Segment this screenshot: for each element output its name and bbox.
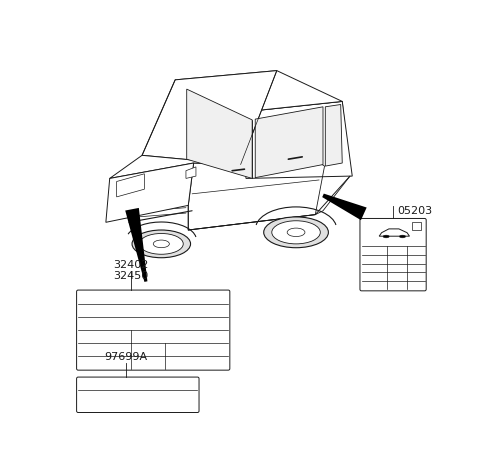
Text: 05203: 05203 [397,206,433,216]
Text: 97699A: 97699A [104,352,147,362]
Ellipse shape [272,221,320,244]
Ellipse shape [132,230,191,258]
FancyBboxPatch shape [77,377,199,412]
Polygon shape [142,70,277,165]
Ellipse shape [287,228,305,236]
Polygon shape [240,101,352,178]
Polygon shape [187,89,252,178]
Polygon shape [117,174,144,197]
Ellipse shape [139,234,183,254]
Text: 32450: 32450 [113,271,148,281]
Polygon shape [255,107,323,178]
Polygon shape [379,229,409,236]
FancyBboxPatch shape [77,290,230,370]
Polygon shape [175,70,342,112]
Polygon shape [186,167,196,178]
Ellipse shape [264,217,328,248]
Polygon shape [322,193,367,220]
Polygon shape [106,163,193,222]
Polygon shape [125,208,147,282]
Text: 32402: 32402 [113,260,148,270]
Polygon shape [110,155,240,178]
Ellipse shape [399,235,406,238]
Polygon shape [188,101,350,230]
Polygon shape [325,105,342,166]
Bar [412,222,421,230]
FancyBboxPatch shape [360,219,426,291]
Ellipse shape [383,235,389,238]
Ellipse shape [153,240,169,248]
